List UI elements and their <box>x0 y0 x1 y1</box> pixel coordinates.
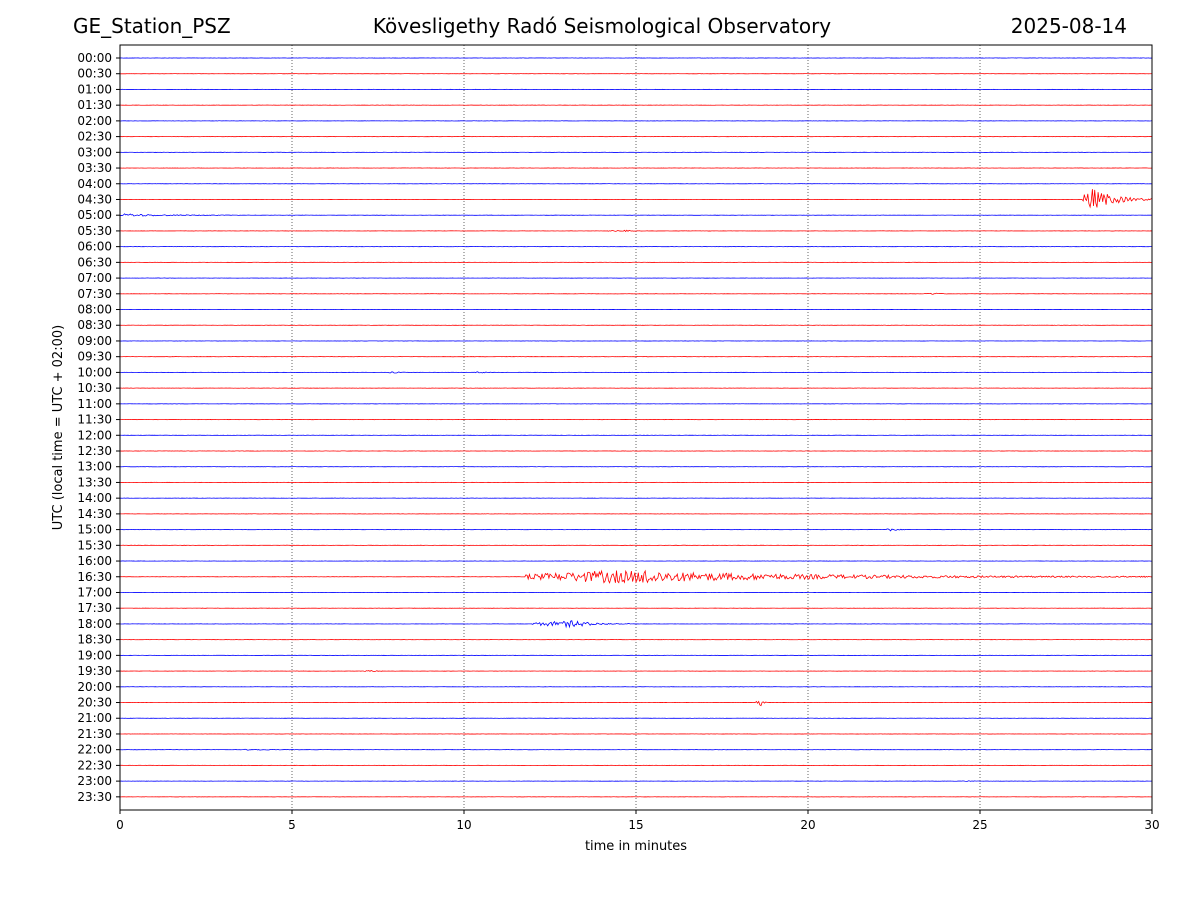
y-tick-label: 01:30 <box>77 98 112 112</box>
y-tick-label: 14:00 <box>77 491 112 505</box>
station-label: GE_Station_PSZ <box>73 14 231 38</box>
y-tick-label: 07:30 <box>77 287 112 301</box>
y-tick-label: 08:30 <box>77 318 112 332</box>
trace-1800 <box>120 620 1152 629</box>
y-tick-label: 18:00 <box>77 617 112 631</box>
y-tick-label: 23:00 <box>77 774 112 788</box>
y-axis-label: UTC (local time = UTC + 02:00) <box>51 325 66 530</box>
y-tick-label: 22:00 <box>77 743 112 757</box>
trace-1000 <box>120 371 1152 374</box>
y-tick-label: 16:30 <box>77 570 112 584</box>
x-tick-label: 0 <box>116 818 124 832</box>
y-tick-label: 04:00 <box>77 177 112 191</box>
y-tick-label: 00:00 <box>77 51 112 65</box>
x-tick-label: 20 <box>800 818 815 832</box>
y-tick-label: 23:30 <box>77 790 112 804</box>
y-tick-label: 16:00 <box>77 554 112 568</box>
trace-2300 <box>120 780 1152 782</box>
y-tick-label: 11:30 <box>77 413 112 427</box>
y-tick-label: 03:30 <box>77 161 112 175</box>
y-tick-label: 05:00 <box>77 208 112 222</box>
trace-0500 <box>120 213 1152 217</box>
y-tick-label: 12:00 <box>77 428 112 442</box>
y-tick-label: 12:30 <box>77 444 112 458</box>
y-tick-label: 17:30 <box>77 601 112 615</box>
trace-1500 <box>120 528 1152 532</box>
trace-2030 <box>120 700 1152 707</box>
x-tick-label: 30 <box>1144 818 1159 832</box>
x-tick-label: 15 <box>628 818 643 832</box>
trace-0530 <box>120 229 1152 233</box>
y-tick-label: 00:30 <box>77 67 112 81</box>
y-tick-label: 18:30 <box>77 633 112 647</box>
y-tick-label: 07:00 <box>77 271 112 285</box>
y-tick-label: 10:00 <box>77 365 112 379</box>
y-tick-label: 15:00 <box>77 523 112 537</box>
trace-0430 <box>120 189 1152 209</box>
y-tick-label: 19:30 <box>77 664 112 678</box>
y-tick-label: 21:00 <box>77 711 112 725</box>
y-tick-label: 01:00 <box>77 82 112 96</box>
y-tick-label: 05:30 <box>77 224 112 238</box>
y-tick-label: 06:00 <box>77 240 112 254</box>
y-tick-label: 03:00 <box>77 145 112 159</box>
y-tick-label: 21:30 <box>77 727 112 741</box>
y-tick-label: 13:00 <box>77 460 112 474</box>
y-tick-label: 22:30 <box>77 758 112 772</box>
y-tick-label: 11:00 <box>77 397 112 411</box>
y-tick-label: 14:30 <box>77 507 112 521</box>
trace-0730 <box>120 292 1152 295</box>
chart-title: Kövesligethy Radó Seismological Observat… <box>372 14 832 38</box>
y-tick-label: 20:30 <box>77 696 112 710</box>
x-axis-label: time in minutes <box>585 839 687 854</box>
trace-1930 <box>120 669 1152 672</box>
y-tick-label: 17:00 <box>77 585 112 599</box>
y-tick-label: 13:30 <box>77 475 112 489</box>
x-tick-label: 25 <box>972 818 987 832</box>
y-tick-label: 08:00 <box>77 303 112 317</box>
y-tick-label: 10:30 <box>77 381 112 395</box>
x-tick-label: 10 <box>456 818 471 832</box>
y-tick-label: 09:00 <box>77 334 112 348</box>
y-tick-label: 09:30 <box>77 350 112 364</box>
y-tick-label: 02:00 <box>77 114 112 128</box>
y-tick-label: 20:00 <box>77 680 112 694</box>
trace-2200 <box>120 748 1152 751</box>
y-tick-label: 04:30 <box>77 192 112 206</box>
x-tick-label: 5 <box>288 818 296 832</box>
y-tick-label: 15:30 <box>77 538 112 552</box>
y-tick-label: 06:30 <box>77 255 112 269</box>
date-label: 2025-08-14 <box>1010 14 1127 38</box>
y-tick-label: 02:30 <box>77 130 112 144</box>
trace-1630 <box>120 569 1152 584</box>
y-tick-label: 19:00 <box>77 648 112 662</box>
